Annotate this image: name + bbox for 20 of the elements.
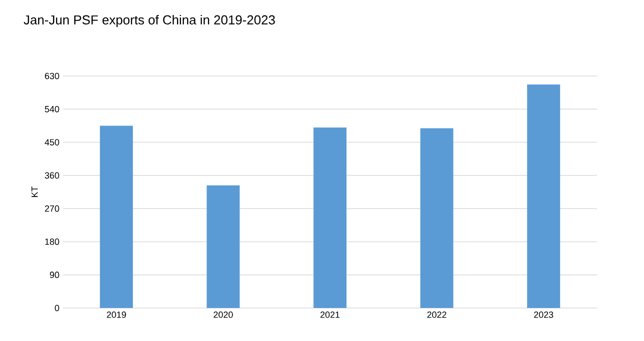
x-tick-label: 2020 bbox=[214, 312, 233, 318]
bar bbox=[206, 185, 240, 308]
bar bbox=[420, 128, 454, 308]
y-tick-label: 540 bbox=[44, 106, 60, 112]
y-tick-label: 630 bbox=[44, 72, 60, 80]
x-tick-label: 2022 bbox=[427, 312, 446, 318]
bar bbox=[527, 84, 560, 308]
y-tick-label: 90 bbox=[50, 272, 60, 278]
chart-title: Jan-Jun PSF exports of China in 2019-2023 bbox=[24, 14, 275, 28]
bar bbox=[314, 128, 347, 308]
y-tick-label: 450 bbox=[44, 139, 60, 146]
x-tick-label: 2023 bbox=[534, 312, 554, 318]
bar bbox=[100, 126, 133, 308]
y-tick-label: 360 bbox=[44, 172, 60, 179]
y-tick-label: 0 bbox=[54, 304, 60, 312]
y-axis-title: KT bbox=[32, 186, 38, 197]
y-tick-label: 270 bbox=[44, 205, 60, 212]
x-tick-label: 2021 bbox=[320, 312, 340, 318]
x-tick-label: 2019 bbox=[106, 312, 126, 318]
y-tick-label: 180 bbox=[45, 238, 60, 245]
